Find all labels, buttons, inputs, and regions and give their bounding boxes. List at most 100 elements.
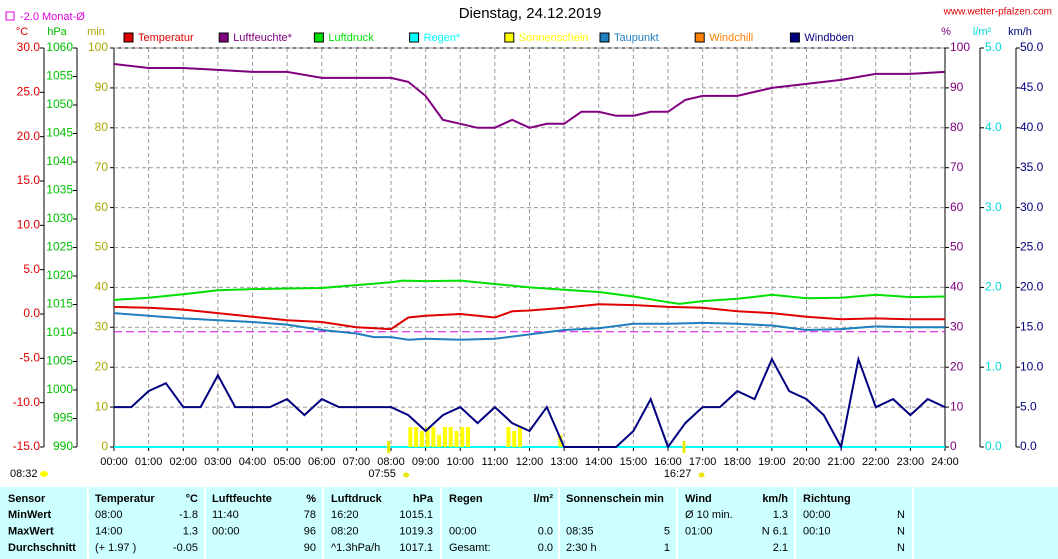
table-cell: N [897, 525, 905, 537]
sunshine-bar [460, 427, 465, 447]
table-background [0, 487, 1058, 559]
y-tick-label: 1045 [46, 126, 73, 140]
table-cell: Regen [449, 493, 483, 505]
x-tick-label: 09:00 [412, 456, 440, 468]
x-tick-label: 10:00 [446, 456, 474, 468]
y-tick-label: 10 [95, 399, 109, 413]
legend-swatch [409, 32, 420, 43]
table-cell: 1015.1 [399, 509, 433, 521]
y-tick-label: -5.0 [19, 351, 40, 365]
legend-label: Taupunkt [614, 32, 659, 44]
table-cell: Luftfeuchte [212, 493, 272, 505]
y-tick-label: 5.0 [23, 262, 40, 276]
y-tick-label: 50 [95, 240, 109, 254]
table-cell: 16:20 [331, 509, 359, 521]
table-cell: Luftdruck [331, 493, 383, 505]
sunshine-bar [442, 427, 447, 447]
x-tick-label: 02:00 [169, 456, 197, 468]
monthly-average-label: -2.0 Monat-Ø [20, 11, 85, 23]
annotation: 07:55 [368, 468, 396, 480]
x-tick-label: 15:00 [620, 456, 648, 468]
y-tick-label: 20 [95, 359, 109, 373]
y-tick-label: 1000 [46, 382, 73, 396]
y-tick-label: 1010 [46, 325, 73, 339]
sunshine-bar [506, 427, 511, 447]
table-cell: -0.05 [173, 542, 198, 554]
legend-label: Windchill [709, 32, 753, 44]
axis-unit: km/h [1008, 26, 1032, 38]
series-line [113, 279, 946, 305]
table-cell: Gesamt: [449, 542, 491, 554]
y-tick-label: 15.0 [1020, 319, 1044, 333]
y-tick-label: 70 [950, 160, 964, 174]
table-cell: 78 [304, 509, 316, 521]
legend-swatch [313, 32, 324, 43]
legend-swatch [504, 32, 515, 43]
y-tick-label: 1.0 [985, 359, 1002, 373]
table-cell: 00:00 [449, 525, 477, 537]
table-cell: 96 [304, 525, 316, 537]
legend-label: Luftdruck [328, 32, 374, 44]
sunshine-bar [466, 427, 471, 447]
y-tick-label: 90 [950, 80, 964, 94]
sunshine-bar [431, 427, 436, 447]
sun-icon [698, 472, 705, 478]
x-tick-label: 04:00 [239, 456, 267, 468]
y-tick-label: 0 [101, 439, 108, 453]
table-cell: 1.3 [773, 509, 788, 521]
table-cell: Wind [685, 493, 712, 505]
axis-unit: l/m² [973, 26, 992, 38]
x-tick-label: 08:00 [377, 456, 405, 468]
axis-unit: hPa [47, 26, 67, 38]
y-tick-label: 1060 [46, 40, 73, 54]
sunshine-bar [419, 431, 424, 447]
y-tick-label: -10.0 [13, 395, 41, 409]
y-tick-label: 0.0 [1020, 439, 1037, 453]
series-line [113, 63, 946, 129]
table-cell: 5 [664, 525, 670, 537]
legend-label: Luftfeuchte* [233, 32, 292, 44]
x-tick-label: 16:00 [654, 456, 682, 468]
y-tick-label: 50.0 [1020, 40, 1044, 54]
table-cell: 90 [304, 542, 316, 554]
y-tick-label: 60 [950, 200, 964, 214]
table-cell: Temperatur [95, 493, 155, 505]
x-tick-label: 07:00 [343, 456, 371, 468]
y-tick-label: 1005 [46, 354, 73, 368]
y-tick-label: 995 [53, 411, 73, 425]
y-tick-label: 40 [95, 280, 109, 294]
legend-swatch [218, 32, 229, 43]
y-tick-label: 990 [53, 439, 73, 453]
table-cell: 1019.3 [399, 525, 433, 537]
timestamp: 08:32 [10, 468, 38, 480]
x-tick-label: 24:00 [931, 456, 959, 468]
sunshine-bar [512, 431, 517, 447]
table-cell: 1.3 [183, 525, 198, 537]
table-cell: 1017.1 [399, 542, 433, 554]
legend-swatch [123, 32, 134, 43]
x-tick-label: 18:00 [723, 456, 751, 468]
y-tick-label: 100 [88, 40, 108, 54]
sunshine-bar [517, 427, 522, 447]
y-tick-label: 20.0 [1020, 280, 1044, 294]
y-tick-label: 2.0 [985, 280, 1002, 294]
axis-unit: °C [16, 26, 28, 38]
y-tick-label: -15.0 [13, 439, 41, 453]
y-tick-label: 0.0 [985, 439, 1002, 453]
y-tick-label: 1030 [46, 211, 73, 225]
table-cell: 00:00 [212, 525, 240, 537]
y-tick-label: 35.0 [1020, 160, 1044, 174]
monthly-average-icon [5, 11, 15, 21]
x-tick-label: 14:00 [585, 456, 613, 468]
legend-swatch [789, 32, 800, 43]
y-tick-label: 1050 [46, 97, 73, 111]
y-tick-label: 5.0 [1020, 399, 1037, 413]
y-tick-label: 90 [95, 80, 109, 94]
y-tick-label: 3.0 [985, 200, 1002, 214]
y-tick-label: 1055 [46, 69, 73, 83]
y-tick-label: 1020 [46, 268, 73, 282]
table-cell: 08:00 [95, 509, 123, 521]
sunshine-bar [448, 427, 453, 447]
y-tick-label: 45.0 [1020, 80, 1044, 94]
